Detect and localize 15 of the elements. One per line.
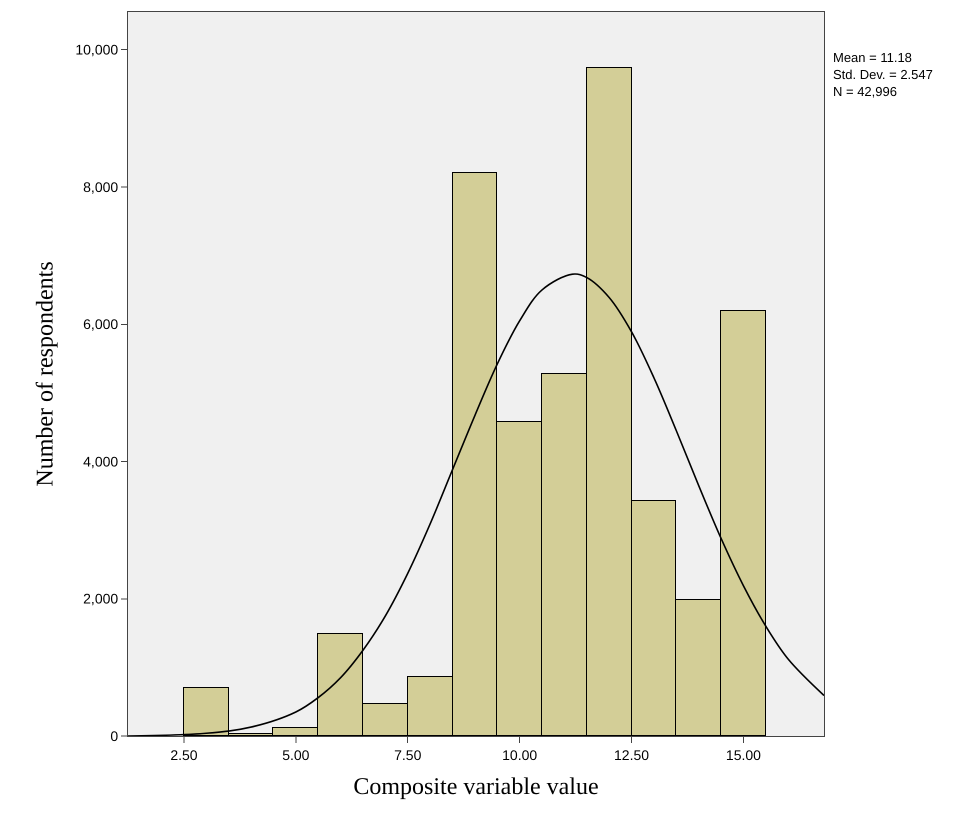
x-axis-title: Composite variable value (353, 774, 599, 800)
y-tick-label: 8,000 (83, 178, 118, 195)
text: Mean = 11.18 Std. Dev. = 2.547 N = 42,996 (833, 50, 933, 99)
y-tick-label: 0 (110, 728, 118, 744)
y-tick-label: 6,000 (83, 316, 118, 332)
y-tick-label: 2,000 (83, 590, 118, 607)
x-tick-label: 5.00 (282, 746, 310, 763)
y-tick-label: 4,000 (83, 453, 118, 470)
x-tick-label: 12.50 (614, 746, 650, 763)
x-tick-label: 7.50 (394, 746, 422, 763)
y-tick-label: 10,000 (75, 42, 118, 58)
x-tick-label: 15.00 (726, 746, 762, 763)
y-axis-title: Number of respondents (32, 261, 58, 487)
x-tick-label: 2.50 (170, 746, 198, 763)
x-tick-label: 10.00 (502, 746, 538, 763)
